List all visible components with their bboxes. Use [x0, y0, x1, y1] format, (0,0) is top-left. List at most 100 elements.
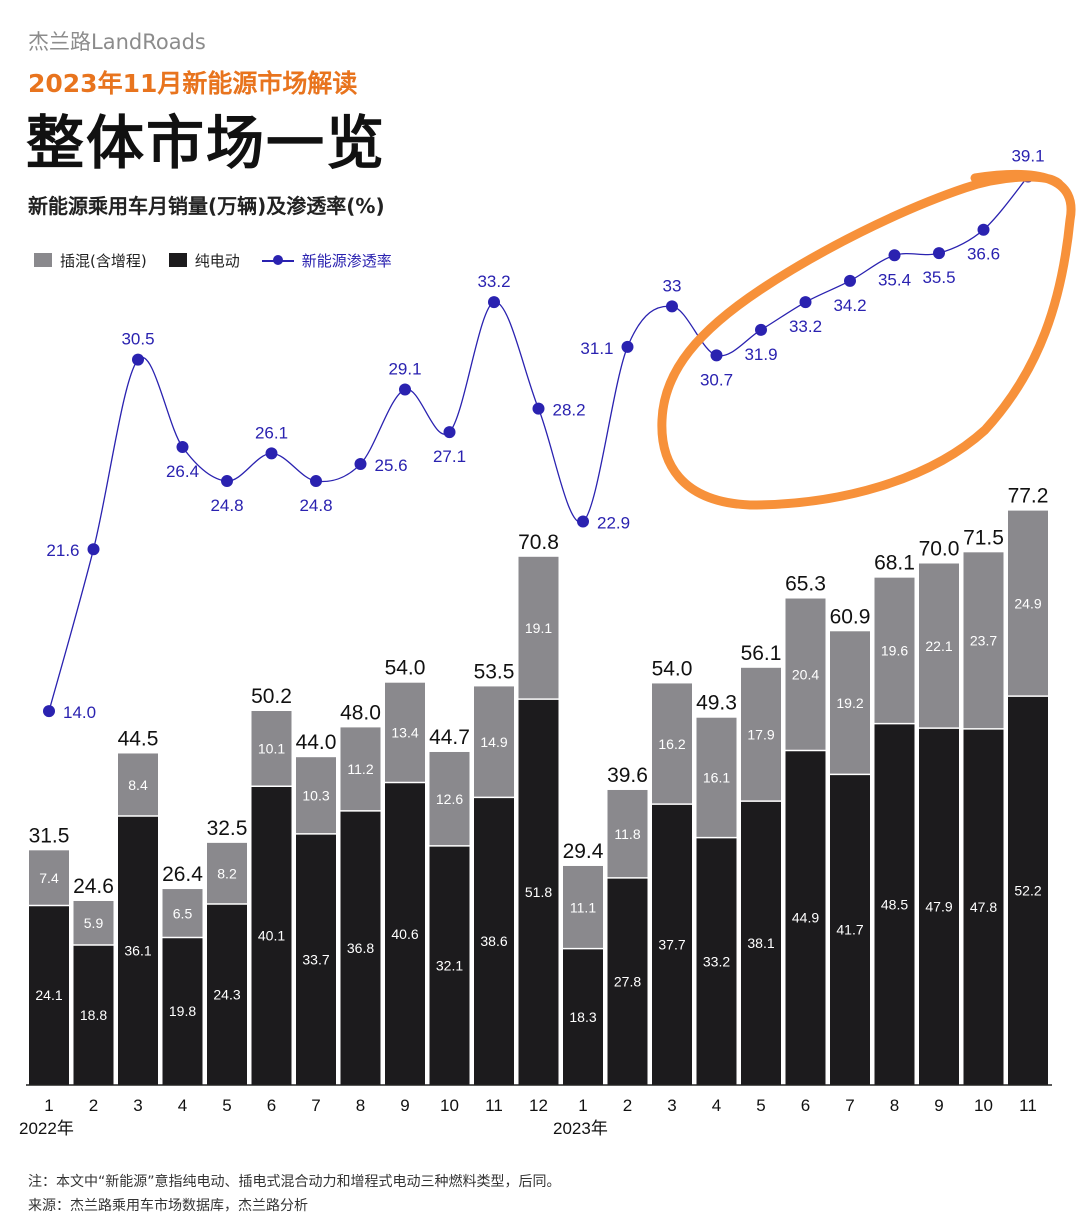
bar-value-bev: 40.1	[258, 928, 285, 944]
rate-value-label: 36.6	[967, 245, 1000, 264]
bar-value-phev: 5.9	[84, 915, 104, 931]
rate-value-label: 27.1	[433, 447, 466, 466]
footnote-definition: 注：本文中“新能源”意指纯电动、插电式混合动力和增程式电动三种燃料类型，后同。	[28, 1174, 561, 1190]
rate-point-18	[844, 274, 856, 287]
bar-value-phev: 10.3	[302, 788, 329, 804]
x-tick-label: 1	[44, 1096, 53, 1115]
bar-value-phev: 11.1	[570, 899, 596, 915]
bar-phev-1	[73, 900, 114, 945]
bar-bev-22	[1008, 696, 1048, 1085]
x-tick-label: 8	[356, 1096, 365, 1115]
x-tick-label: 11	[485, 1096, 503, 1115]
rate-value-label: 35.4	[878, 270, 911, 289]
rate-point-14	[666, 300, 678, 313]
x-tick-label: 6	[801, 1096, 810, 1115]
x-tick-label: 9	[400, 1096, 409, 1115]
bar-bev-5	[251, 786, 292, 1085]
legend-swatch-bev	[168, 253, 187, 267]
bar-bev-21	[963, 728, 1004, 1085]
bar-bev-18	[830, 774, 870, 1085]
bar-bev-2	[118, 816, 158, 1085]
bar-bev-6	[296, 833, 336, 1085]
rate-point-13	[621, 340, 634, 353]
bar-phev-9	[429, 751, 470, 846]
rate-point-8	[399, 383, 411, 396]
x-tick-label: 11	[1019, 1096, 1037, 1115]
rate-value-label: 29.1	[388, 359, 421, 378]
bar-bev-9	[429, 845, 470, 1085]
rate-line	[48, 176, 1029, 712]
bar-total-label: 24.6	[73, 875, 114, 898]
bar-value-bev: 33.7	[302, 951, 329, 967]
bar-value-bev: 40.6	[391, 926, 418, 942]
bar-total-label: 54.0	[385, 657, 426, 680]
bar-value-bev: 52.2	[1014, 883, 1041, 899]
bar-value-phev: 17.9	[747, 726, 774, 742]
rate-point-16	[755, 323, 767, 336]
bar-value-phev: 19.2	[836, 695, 863, 711]
x-tick-label: 6	[267, 1096, 276, 1115]
bar-value-phev: 22.1	[925, 638, 952, 654]
rate-point-3	[176, 440, 189, 453]
x-tick-label: 2	[89, 1096, 98, 1115]
bar-value-bev: 24.1	[35, 987, 62, 1003]
bar-total-label: 29.4	[563, 840, 604, 863]
chart-legend: 插混(含增程) 纯电动 新能源渗透率	[34, 250, 414, 270]
bar-value-phev: 19.1	[525, 620, 552, 636]
bar-value-bev: 36.1	[124, 943, 151, 959]
bar-value-bev: 41.7	[836, 922, 863, 938]
rate-value-label: 25.6	[375, 456, 408, 475]
bar-total-label: 60.9	[830, 605, 871, 628]
x-tick-label: 5	[222, 1096, 231, 1115]
rate-point-11	[532, 402, 545, 415]
bar-phev-7	[340, 727, 381, 811]
x-tick-label: 7	[845, 1096, 854, 1115]
legend-item-phev: 插混(含增程)	[34, 250, 147, 271]
bar-bev-11	[518, 699, 559, 1085]
bar-total-label: 31.5	[29, 824, 70, 847]
bar-value-phev: 14.9	[480, 734, 507, 750]
rate-value-label: 35.5	[922, 268, 955, 287]
x-tick-label: 1	[578, 1096, 587, 1115]
bar-total-label: 44.5	[118, 727, 159, 750]
bar-phev-3	[162, 889, 203, 938]
rate-point-4	[221, 475, 233, 488]
bar-total-label: 68.1	[874, 552, 915, 575]
bar-bev-7	[340, 810, 381, 1085]
legend-label-bev: 纯电动	[194, 251, 240, 270]
bar-bev-16	[741, 801, 781, 1085]
rate-point-17	[799, 296, 812, 309]
bar-phev-21	[963, 552, 1004, 729]
legend-item-rate: 新能源渗透率	[261, 250, 392, 271]
bar-phev-13	[607, 789, 648, 878]
bar-value-phev: 12.6	[436, 791, 463, 807]
bar-value-phev: 19.6	[881, 643, 908, 659]
highlight-circle	[657, 169, 1076, 510]
bar-value-bev: 33.2	[703, 953, 730, 969]
bar-phev-16	[741, 667, 781, 802]
bar-value-bev: 27.8	[614, 973, 641, 989]
bar-total-label: 48.0	[340, 701, 381, 724]
rate-value-label: 24.8	[210, 496, 243, 515]
x-tick-label: 4	[712, 1096, 721, 1115]
bar-bev-10	[474, 797, 514, 1085]
bar-phev-0	[29, 850, 69, 906]
bar-phev-17	[785, 598, 826, 751]
bar-value-phev: 16.2	[658, 736, 685, 752]
bar-phev-2	[118, 753, 158, 817]
bar-phev-12	[563, 865, 603, 949]
x-tick-label: 3	[133, 1096, 142, 1115]
bar-value-phev: 13.4	[391, 725, 418, 741]
rate-point-5	[265, 447, 278, 460]
x-tick-label: 3	[667, 1096, 676, 1115]
bar-phev-20	[919, 563, 959, 729]
rate-value-label: 31.1	[580, 339, 613, 358]
bar-value-bev: 19.8	[169, 1003, 196, 1019]
bar-bev-4	[207, 903, 247, 1085]
bar-value-bev: 18.8	[80, 1007, 107, 1023]
bar-phev-18	[830, 631, 870, 775]
bar-total-label: 56.1	[741, 642, 782, 665]
rate-point-19	[888, 249, 901, 262]
bar-total-label: 32.5	[207, 817, 248, 840]
rate-value-label: 33	[663, 276, 682, 295]
